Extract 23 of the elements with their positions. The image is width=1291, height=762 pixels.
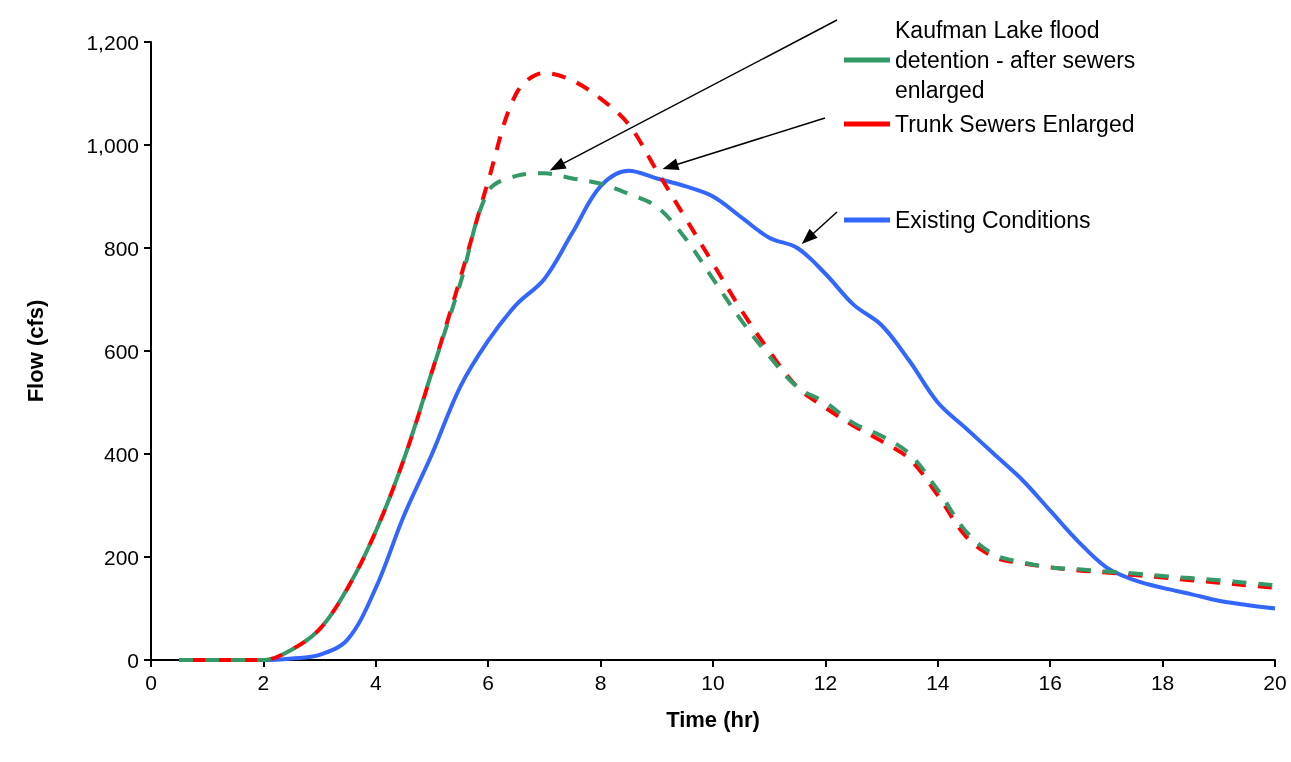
- x-tick-label: 8: [594, 671, 607, 694]
- y-tick-label: 200: [103, 545, 139, 569]
- x-tick-label: 18: [1150, 671, 1175, 694]
- y-tick-label: 800: [103, 236, 139, 260]
- y-tick-label: 600: [103, 339, 139, 363]
- x-tick-label: 12: [813, 671, 838, 694]
- x-tick-label: 0: [145, 671, 157, 694]
- x-axis-title: Time (hr): [666, 706, 760, 732]
- x-tick-label: 6: [482, 671, 495, 694]
- legend-label: Trunk Sewers Enlarged: [895, 111, 1135, 137]
- legend-label: Existing Conditions: [895, 207, 1091, 233]
- x-tick-label: 20: [1263, 671, 1287, 694]
- y-tick-label: 1,200: [86, 30, 139, 54]
- y-tick-label: 0: [127, 648, 139, 672]
- legend-label: Kaufman Lake flood detention - after sewers enlarged: [895, 17, 1142, 103]
- y-tick-label: 1,000: [86, 133, 139, 157]
- y-tick-label: 400: [103, 442, 139, 466]
- x-tick-label: 14: [926, 671, 950, 694]
- x-tick-label: 2: [257, 671, 270, 694]
- y-axis-title: Flow (cfs): [22, 299, 48, 403]
- x-tick-label: 10: [701, 671, 725, 694]
- x-tick-label: 16: [1038, 671, 1062, 694]
- x-tick-label: 4: [369, 671, 382, 694]
